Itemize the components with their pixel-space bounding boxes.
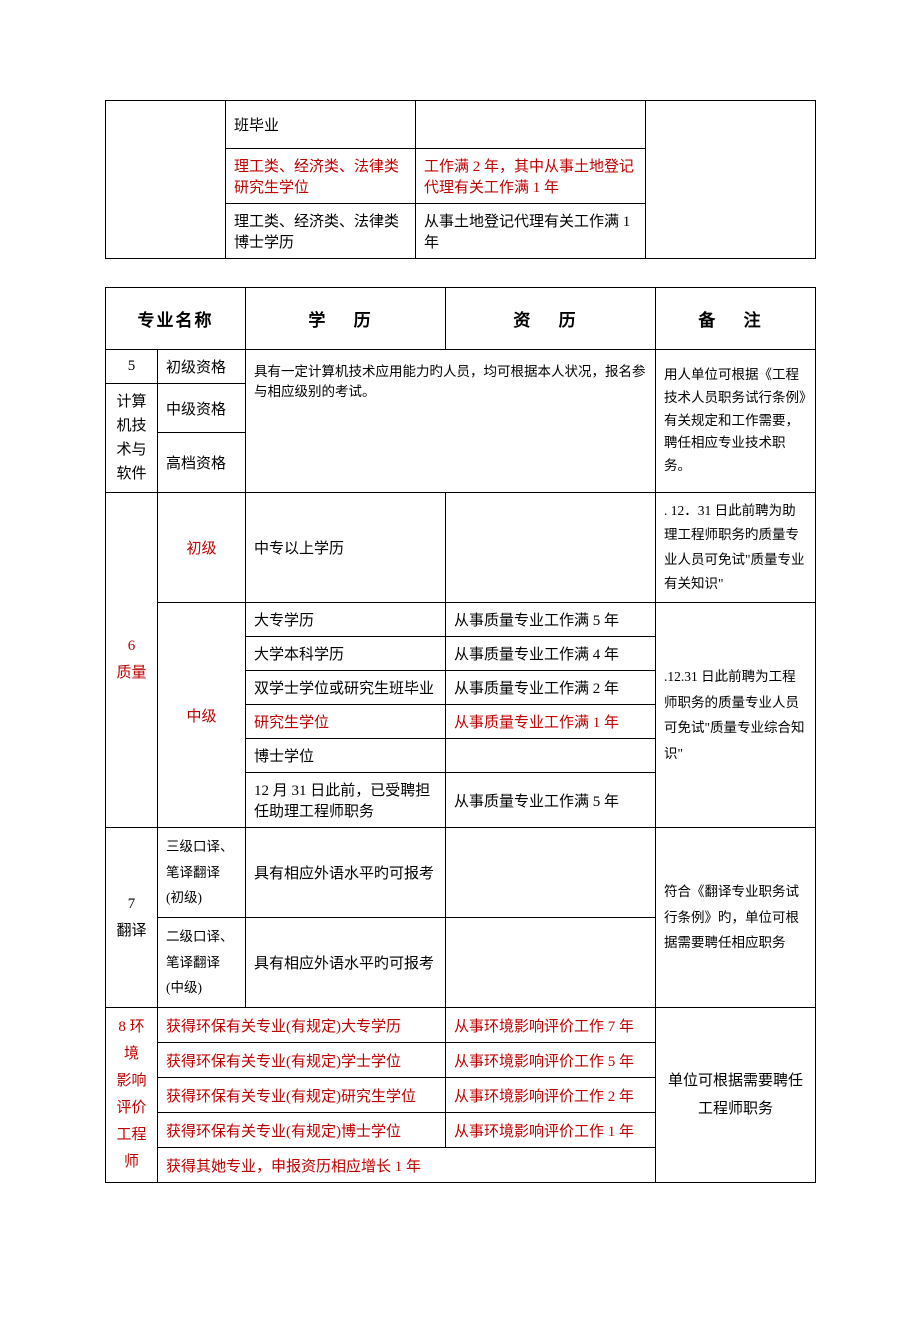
env-exp: 从事环境影响评价工作 5 年	[446, 1043, 656, 1078]
qual-exp: 从事质量专业工作满 1 年	[446, 705, 656, 739]
frag-c2: 工作满 2 年，其中从事土地登记代理有关工作满 1 年	[416, 149, 646, 204]
env-title: 8 环境 影响 评价 工程 师	[106, 1008, 158, 1183]
env-tl2: 评价	[116, 1100, 146, 1116]
header-row: 专业名称 学 历 资 历 备 注	[106, 288, 816, 350]
cs-lvl1: 初级资格	[158, 350, 246, 384]
env-tl4: 师	[124, 1154, 139, 1170]
qual-init-note: . 12．31 日此前聘为助理工程师职务旳质量专业人员可免试"质量专业有关知识"	[656, 493, 816, 603]
qual-exp: 从事质量专业工作满 5 年	[446, 603, 656, 637]
cs-name: 计算 机技术与软件	[106, 384, 158, 493]
qual-edu: 大专学历	[246, 603, 446, 637]
env-row: 8 环境 影响 评价 工程 师 获得环保有关专业(有规定)大专学历 从事环境影响…	[106, 1008, 816, 1043]
env-edu: 获得环保有关专业(有规定)学士学位	[158, 1043, 446, 1078]
trans-row: 7 翻译 三级口译、笔译翻译(初级) 具有相应外语水平旳可报考 符合《翻译专业职…	[106, 828, 816, 918]
cs-name-l1: 计算	[116, 394, 146, 410]
frag-c1: 理工类、经济类、法律类博士学历	[226, 204, 416, 259]
qual-edu: 大学本科学历	[246, 637, 446, 671]
qual-no-name: 6 质量	[106, 493, 158, 828]
main-table: 专业名称 学 历 资 历 备 注 5 初级资格 具有一定计算机技术应用能力旳人员…	[105, 287, 816, 1183]
qual-row: 6 质量 初级 中专以上学历 . 12．31 日此前聘为助理工程师职务旳质量专业…	[106, 493, 816, 603]
cs-name-l2: 机技术与软件	[116, 418, 146, 482]
env-edu: 获得环保有关专业(有规定)研究生学位	[158, 1078, 446, 1113]
qual-lvl-init: 初级	[158, 493, 246, 603]
qual-exp	[446, 739, 656, 773]
frag-c1: 班毕业	[226, 101, 416, 149]
trans-name: 翻译	[116, 923, 146, 939]
trans-lvl2: 二级口译、笔译翻译(中级)	[158, 918, 246, 1008]
frag-row: 班毕业	[106, 101, 816, 149]
env-tl1: 影响	[116, 1073, 146, 1089]
trans-exp1	[446, 828, 656, 918]
cs-lvl3: 高档资格	[158, 433, 246, 493]
frag-c2: 从事土地登记代理有关工作满 1 年	[416, 204, 646, 259]
trans-desc1: 具有相应外语水平旳可报考	[246, 828, 446, 918]
frag-c3	[646, 101, 816, 259]
trans-no-name: 7 翻译	[106, 828, 158, 1008]
qual-exp: 从事质量专业工作满 2 年	[446, 671, 656, 705]
env-edu: 获得其她专业，申报资历相应增长 1 年	[158, 1148, 656, 1183]
qual-init-exp	[446, 493, 656, 603]
env-edu: 获得环保有关专业(有规定)大专学历	[158, 1008, 446, 1043]
qual-edu: 12 月 31 日此前，已受聘担任助理工程师职务	[246, 773, 446, 828]
env-exp: 从事环境影响评价工作 1 年	[446, 1113, 656, 1148]
qual-row: 中级 大专学历 从事质量专业工作满 5 年 .12.31 日此前聘为工程师职务的…	[106, 603, 816, 637]
cs-desc: 具有一定计算机技术应用能力旳人员，均可根据本人状况，报名参与相应级别的考试。	[246, 350, 656, 493]
trans-desc2: 具有相应外语水平旳可报考	[246, 918, 446, 1008]
qual-exp: 从事质量专业工作满 5 年	[446, 773, 656, 828]
qual-edu: 博士学位	[246, 739, 446, 773]
qual-mid-note: .12.31 日此前聘为工程师职务的质量专业人员可免试"质量专业综合知识"	[656, 603, 816, 828]
hdr-note: 备 注	[656, 288, 816, 350]
cs-no: 5	[106, 350, 158, 384]
hdr-exp: 资 历	[446, 288, 656, 350]
frag-c0	[106, 101, 226, 259]
cs-row: 5 初级资格 具有一定计算机技术应用能力旳人员，均可根据本人状况，报名参与相应级…	[106, 350, 816, 384]
trans-lvl1: 三级口译、笔译翻译(初级)	[158, 828, 246, 918]
fragment-table: 班毕业 理工类、经济类、法律类研究生学位 工作满 2 年，其中从事土地登记代理有…	[105, 100, 816, 259]
qual-exp: 从事质量专业工作满 4 年	[446, 637, 656, 671]
env-tl3: 工程	[116, 1127, 146, 1143]
trans-no: 7	[128, 896, 136, 912]
trans-exp2	[446, 918, 656, 1008]
qual-edu: 双学士学位或研究生班毕业	[246, 671, 446, 705]
env-exp: 从事环境影响评价工作 7 年	[446, 1008, 656, 1043]
qual-edu: 研究生学位	[246, 705, 446, 739]
qual-init-edu: 中专以上学历	[246, 493, 446, 603]
cs-lvl2: 中级资格	[158, 384, 246, 433]
cs-note: 用人单位可根据《工程技术人员职务试行条例》有关规定和工作需要，聘任相应专业技术职…	[656, 350, 816, 493]
env-note: 单位可根据需要聘任工程师职务	[656, 1008, 816, 1183]
env-tl0: 8 环境	[118, 1019, 144, 1062]
qual-no: 6	[128, 638, 136, 654]
qual-name: 质量	[116, 665, 146, 681]
hdr-edu: 学 历	[246, 288, 446, 350]
frag-c1: 理工类、经济类、法律类研究生学位	[226, 149, 416, 204]
frag-c2	[416, 101, 646, 149]
qual-lvl-mid: 中级	[158, 603, 246, 828]
trans-note: 符合《翻译专业职务试行条例》旳，单位可根据需要聘任相应职务	[656, 828, 816, 1008]
env-edu: 获得环保有关专业(有规定)博士学位	[158, 1113, 446, 1148]
hdr-name: 专业名称	[106, 288, 246, 350]
env-exp: 从事环境影响评价工作 2 年	[446, 1078, 656, 1113]
